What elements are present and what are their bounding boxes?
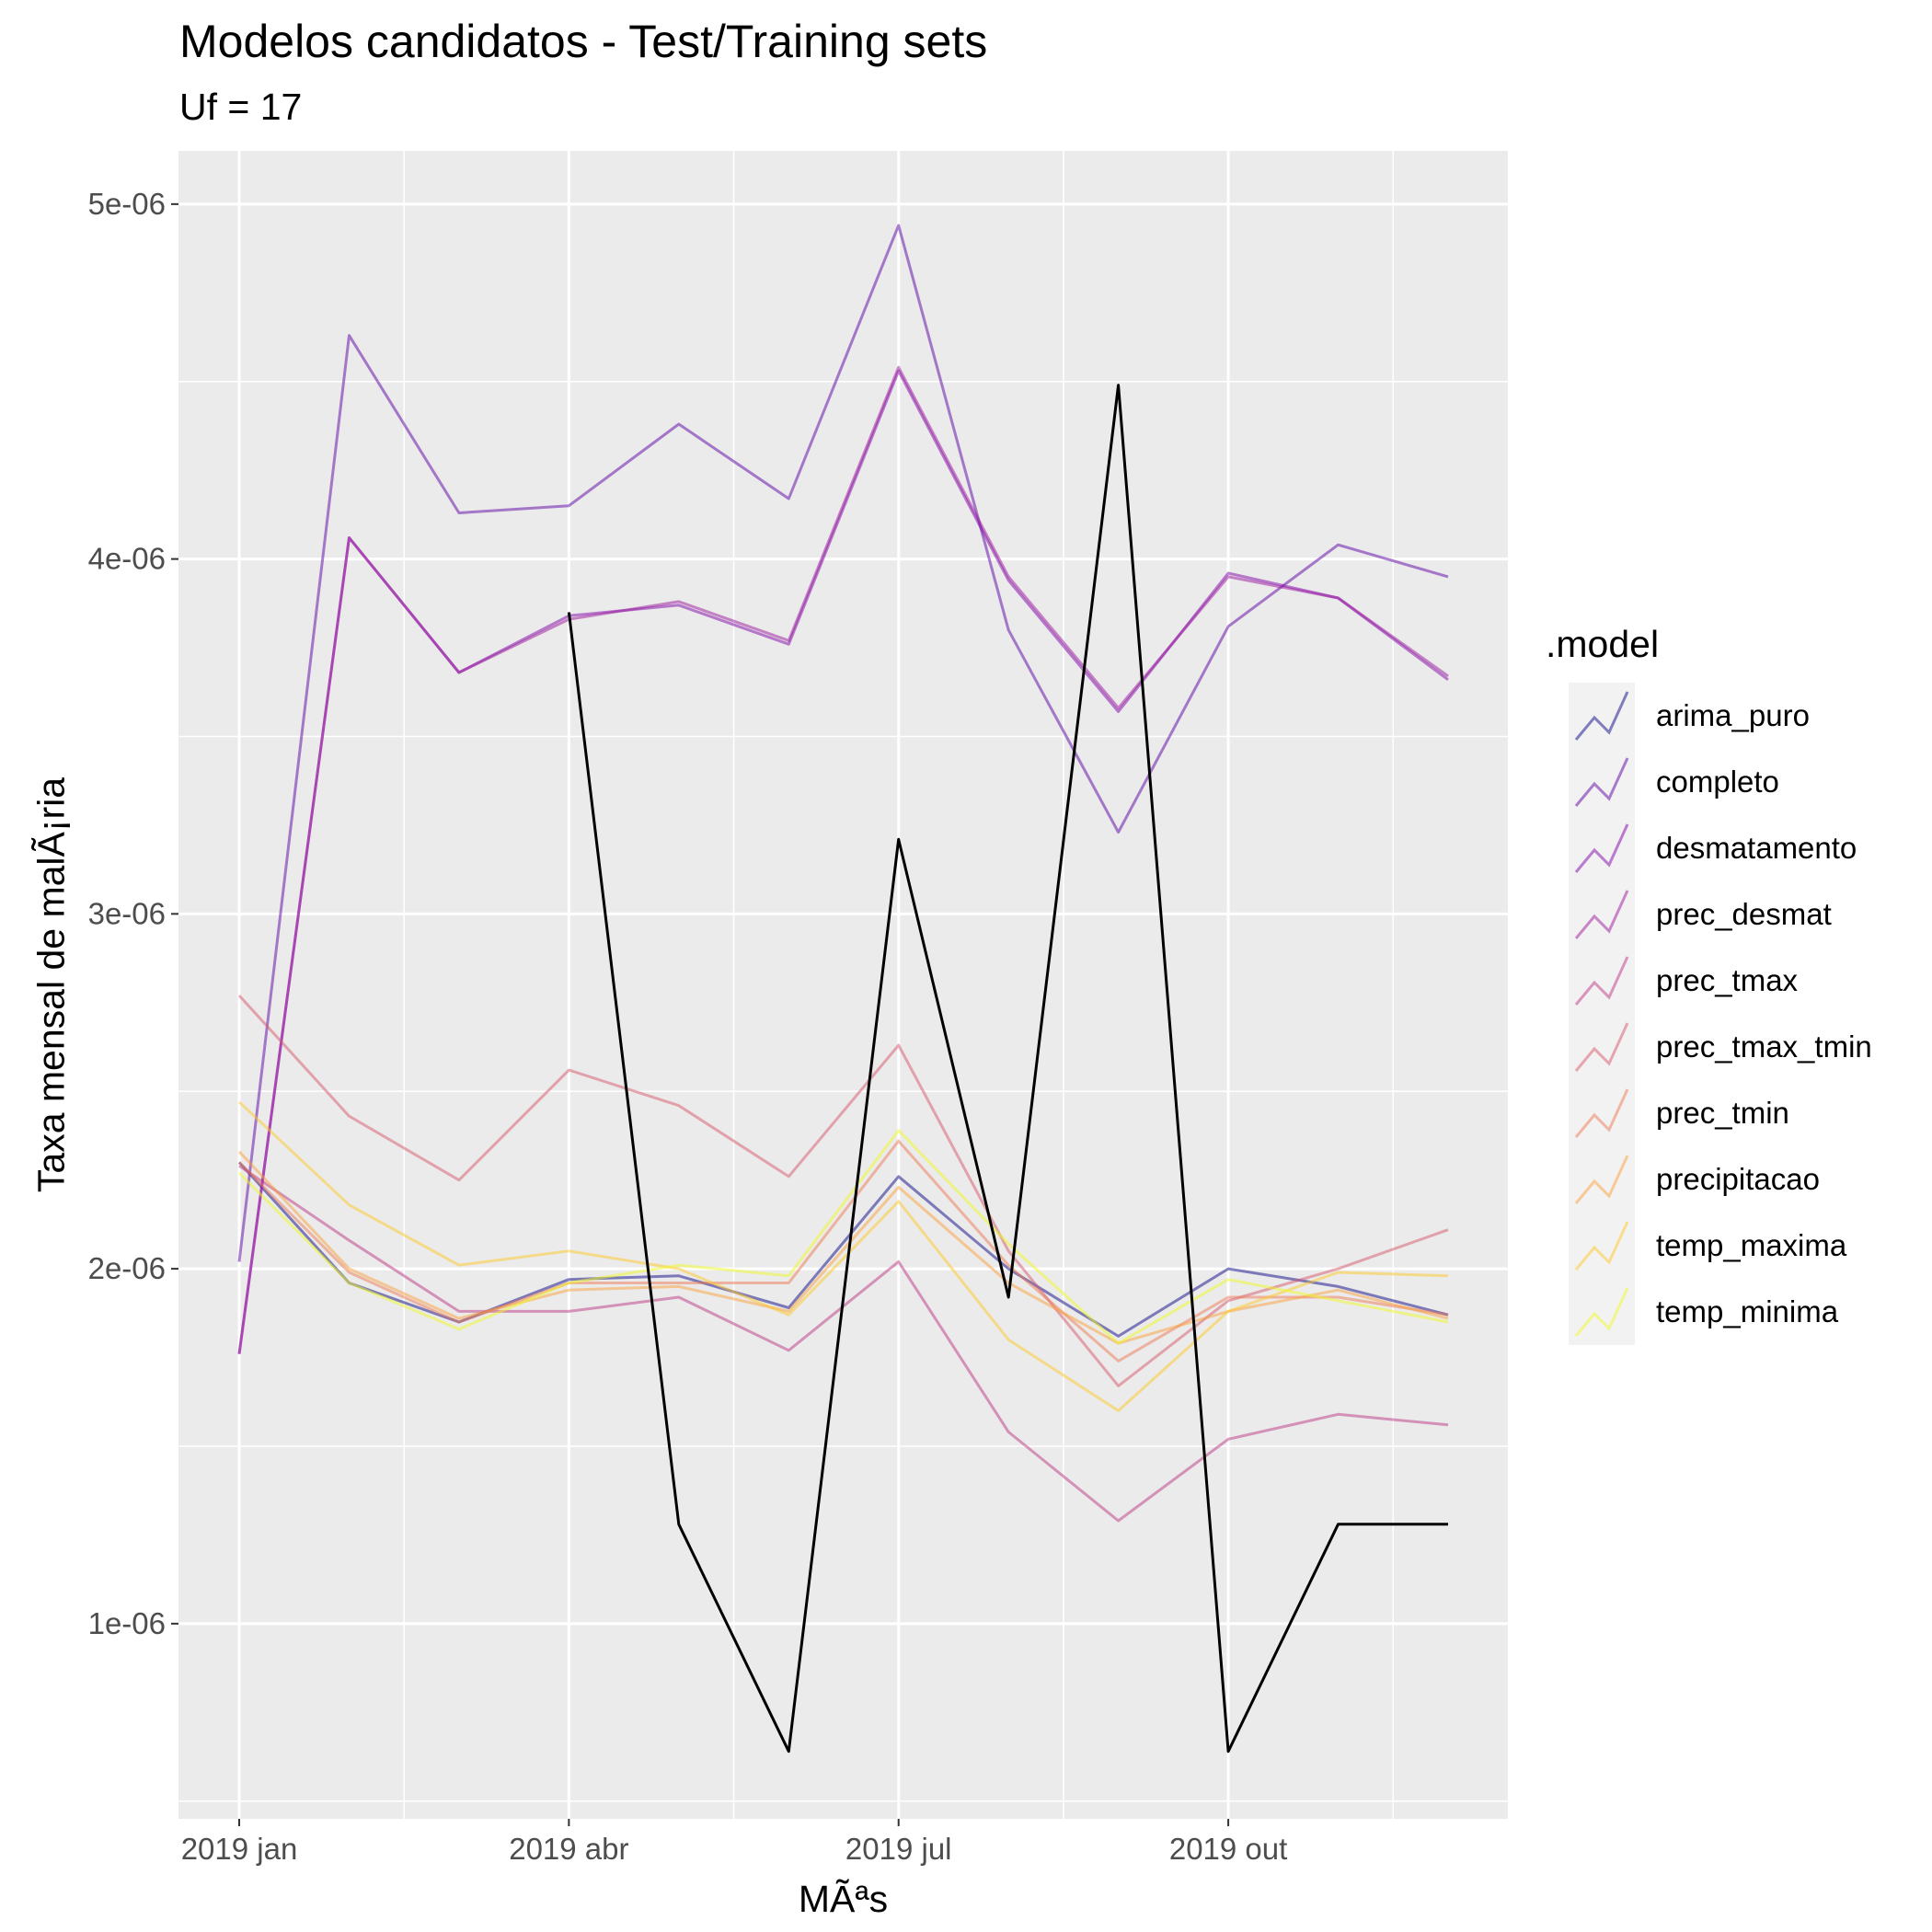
legend-swatch-prec_tmax_tmin bbox=[1574, 1022, 1629, 1072]
series-line-prec_tmin bbox=[237, 1139, 1449, 1363]
legend-swatch-temp_minima bbox=[1574, 1287, 1629, 1337]
legend-key bbox=[1569, 1014, 1635, 1080]
y-tick-label: 2e-06 bbox=[88, 1251, 166, 1285]
series-line-temp_maxima bbox=[237, 1100, 1449, 1412]
legend-label-desmatamento: desmatamento bbox=[1656, 831, 1857, 865]
legend-key bbox=[1569, 1146, 1635, 1213]
series-line-prec_desmat bbox=[237, 365, 1449, 1354]
legend-key bbox=[1569, 815, 1635, 881]
legend-swatch-prec_tmin bbox=[1574, 1088, 1629, 1138]
grid bbox=[178, 151, 1508, 1819]
axes: 1e-06 2e-06 3e-06 4e-06 5e-06 2019 jan 2019 ab… bbox=[88, 187, 1288, 1866]
legend-label-prec_desmat: prec_desmat bbox=[1656, 897, 1832, 931]
legend-key bbox=[1569, 1080, 1635, 1146]
legend-swatch-desmatamento bbox=[1574, 823, 1629, 873]
legend: .model arima_puro completo desmatamento pre… bbox=[1546, 623, 1872, 1345]
legend-swatch-precipitacao bbox=[1574, 1155, 1629, 1204]
legend-label-prec_tmin: prec_tmin bbox=[1656, 1096, 1789, 1130]
chart-subtitle: Uf = 17 bbox=[179, 86, 302, 128]
legend-swatch-completo bbox=[1574, 757, 1629, 807]
legend-label-arima_puro: arima_puro bbox=[1656, 698, 1810, 732]
series-layer bbox=[237, 224, 1449, 1523]
legend-swatch-prec_tmax bbox=[1574, 956, 1629, 1006]
x-tick-label: 2019 out bbox=[1169, 1832, 1287, 1866]
series-line-completo bbox=[237, 224, 1449, 1262]
legend-swatch-temp_maxima bbox=[1574, 1221, 1629, 1271]
legend-swatch-prec_desmat bbox=[1574, 890, 1629, 939]
legend-key bbox=[1569, 1279, 1635, 1345]
chart-title: Modelos candidatos - Test/Training sets bbox=[179, 16, 987, 67]
legend-label-prec_tmax_tmin: prec_tmax_tmin bbox=[1656, 1029, 1872, 1064]
series-line-precipitacao bbox=[237, 1150, 1449, 1345]
x-axis-title: MÃªs bbox=[799, 1878, 888, 1920]
series-line-prec_tmax_tmin bbox=[237, 995, 1449, 1387]
legend-title: .model bbox=[1546, 623, 1659, 665]
actual-layer bbox=[567, 384, 1448, 1754]
y-tick-label: 3e-06 bbox=[88, 896, 166, 930]
legend-key bbox=[1569, 1213, 1635, 1279]
plot-panel bbox=[178, 151, 1508, 1819]
x-tick-label: 2019 jul bbox=[845, 1832, 952, 1866]
y-tick-label: 4e-06 bbox=[88, 542, 166, 576]
y-tick-label: 5e-06 bbox=[88, 187, 166, 221]
legend-label-temp_minima: temp_minima bbox=[1656, 1294, 1839, 1328]
legend-label-precipitacao: precipitacao bbox=[1656, 1162, 1820, 1196]
legend-key bbox=[1569, 683, 1635, 749]
series-line-arima_puro bbox=[237, 1161, 1449, 1338]
legend-key bbox=[1569, 881, 1635, 948]
x-tick-label: 2019 abr bbox=[509, 1832, 628, 1866]
series-line-temp_minima bbox=[237, 1129, 1449, 1345]
legend-label-prec_tmax: prec_tmax bbox=[1656, 963, 1799, 997]
legend-key bbox=[1569, 749, 1635, 815]
x-tick-label: 2019 jan bbox=[181, 1832, 298, 1866]
y-tick-label: 1e-06 bbox=[88, 1606, 166, 1640]
legend-key bbox=[1569, 948, 1635, 1014]
y-axis-title: Taxa mensal de malÃ¡ria bbox=[29, 777, 72, 1192]
legend-label-temp_maxima: temp_maxima bbox=[1656, 1228, 1847, 1262]
legend-swatch-arima_puro bbox=[1574, 691, 1629, 741]
legend-label-completo: completo bbox=[1656, 765, 1779, 799]
actual-series-line bbox=[567, 384, 1448, 1754]
